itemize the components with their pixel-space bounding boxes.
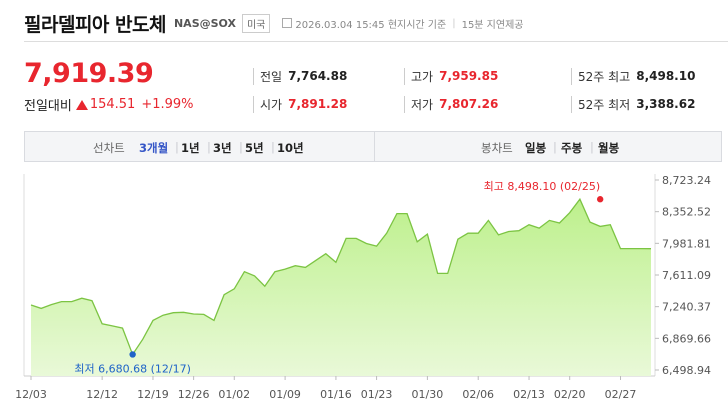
y-tick-label: 6,869.66 — [662, 332, 711, 345]
candle-chart-label: 봉차트 — [481, 141, 513, 155]
stats-col-1: 전일 7,764.88 시가 7,891.28 — [253, 62, 347, 118]
max-annotation-label: 최고 8,498.10 (02/25) — [484, 180, 601, 193]
stat-value: 8,498.10 — [636, 69, 696, 83]
header-divider — [24, 41, 728, 42]
stat-prev-close: 전일 7,764.88 — [253, 62, 347, 90]
stat-value: 3,388.62 — [636, 97, 696, 111]
stat-label: 저가 — [404, 95, 433, 113]
x-tick-label: 01/30 — [412, 388, 444, 401]
stat-low: 저가 7,807.26 — [404, 90, 498, 118]
price-area — [31, 199, 651, 376]
tab-1-year[interactable]: 1년 — [181, 141, 200, 155]
stat-label: 고가 — [404, 67, 433, 85]
y-tick-label: 8,723.24 — [662, 174, 711, 187]
stat-52w-high: 52주 최고 8,498.10 — [571, 62, 695, 90]
max-point-marker — [596, 196, 604, 203]
timestamp-info: 2026.03.04 15:45 현지시간 기준 | 15분 지연제공 — [282, 16, 523, 31]
stat-label: 52주 최고 — [571, 67, 630, 85]
up-triangle-icon — [75, 99, 88, 110]
chart-tabs: 선차트 3개월 | 1년 | 3년 | 5년 | 10년 봉차트 일봉 | 주봉… — [24, 131, 722, 162]
min-point-marker — [129, 351, 136, 358]
stat-value: 7,764.88 — [288, 69, 348, 83]
line-chart-label: 선차트 — [93, 141, 125, 155]
clock-icon — [282, 18, 293, 28]
y-tick-label: 7,611.09 — [662, 269, 711, 282]
stats-col-3: 52주 최고 8,498.10 52주 최저 3,388.62 — [571, 62, 695, 118]
y-tick-label: 6,498.94 — [662, 364, 711, 377]
tab-monthly[interactable]: 월봉 — [598, 141, 620, 155]
tab-separator: | — [271, 140, 275, 154]
x-tick-label: 01/23 — [361, 388, 393, 401]
tabs-divider — [374, 132, 375, 161]
tab-separator: | — [207, 140, 211, 154]
x-tick-label: 12/19 — [137, 388, 169, 401]
change-row: 전일대비 154.51 +1.99% — [24, 95, 194, 114]
tab-separator: | — [553, 140, 557, 154]
stat-label: 전일 — [253, 67, 282, 85]
x-tick-label: 02/27 — [605, 388, 637, 401]
index-title: 필라델피아 반도체 — [24, 13, 166, 36]
min-annotation-label: 최저 6,680.68 (12/17) — [74, 362, 191, 375]
x-tick-label: 01/09 — [269, 388, 301, 401]
stat-label: 52주 최저 — [571, 95, 630, 113]
delay-note: 15분 지연제공 — [461, 19, 524, 31]
change-label: 전일대비 — [24, 99, 72, 114]
stats-col-2: 고가 7,959.85 저가 7,807.26 — [404, 62, 498, 118]
stat-value: 7,891.28 — [288, 97, 348, 111]
tab-10-years[interactable]: 10년 — [277, 141, 304, 155]
tab-5-years[interactable]: 5년 — [245, 141, 264, 155]
x-tick-label: 02/13 — [513, 388, 545, 401]
tab-weekly[interactable]: 주봉 — [561, 141, 583, 155]
x-tick-label: 02/20 — [554, 388, 586, 401]
tab-3-months[interactable]: 3개월 — [139, 141, 169, 155]
tab-separator: | — [175, 140, 179, 154]
stat-value: 7,959.85 — [439, 69, 499, 83]
stat-value: 7,807.26 — [439, 97, 499, 111]
tab-separator: | — [590, 140, 594, 154]
timestamp-text: 2026.03.04 15:45 현지시간 기준 — [295, 19, 447, 31]
market-badge: 미국 — [241, 13, 271, 33]
x-tick-label: 01/02 — [218, 388, 250, 401]
stat-high: 고가 7,959.85 — [404, 62, 498, 90]
x-tick-label: 12/12 — [86, 388, 118, 401]
y-tick-label: 7,981.81 — [662, 237, 711, 250]
y-tick-label: 7,240.37 — [662, 301, 711, 314]
x-tick-label: 01/16 — [320, 388, 352, 401]
x-tick-label: 12/03 — [15, 388, 47, 401]
stat-open: 시가 7,891.28 — [253, 90, 347, 118]
tab-daily[interactable]: 일봉 — [525, 141, 547, 155]
stat-52w-low: 52주 최저 3,388.62 — [571, 90, 695, 118]
tab-separator: | — [239, 140, 243, 154]
title-row: 필라델피아 반도체 NAS@SOX 미국 2026.03.04 15:45 현지… — [24, 8, 523, 38]
index-code: NAS@SOX — [173, 16, 236, 30]
change-value: 154.51 — [89, 97, 136, 112]
x-tick-label: 02/06 — [462, 388, 494, 401]
current-price: 7,919.39 — [24, 58, 154, 89]
y-tick-label: 8,352.52 — [662, 206, 711, 219]
tab-3-years[interactable]: 3년 — [213, 141, 232, 155]
stat-label: 시가 — [253, 95, 282, 113]
x-tick-label: 12/26 — [178, 388, 210, 401]
separator: | — [452, 17, 456, 29]
change-percent: +1.99% — [141, 97, 194, 112]
